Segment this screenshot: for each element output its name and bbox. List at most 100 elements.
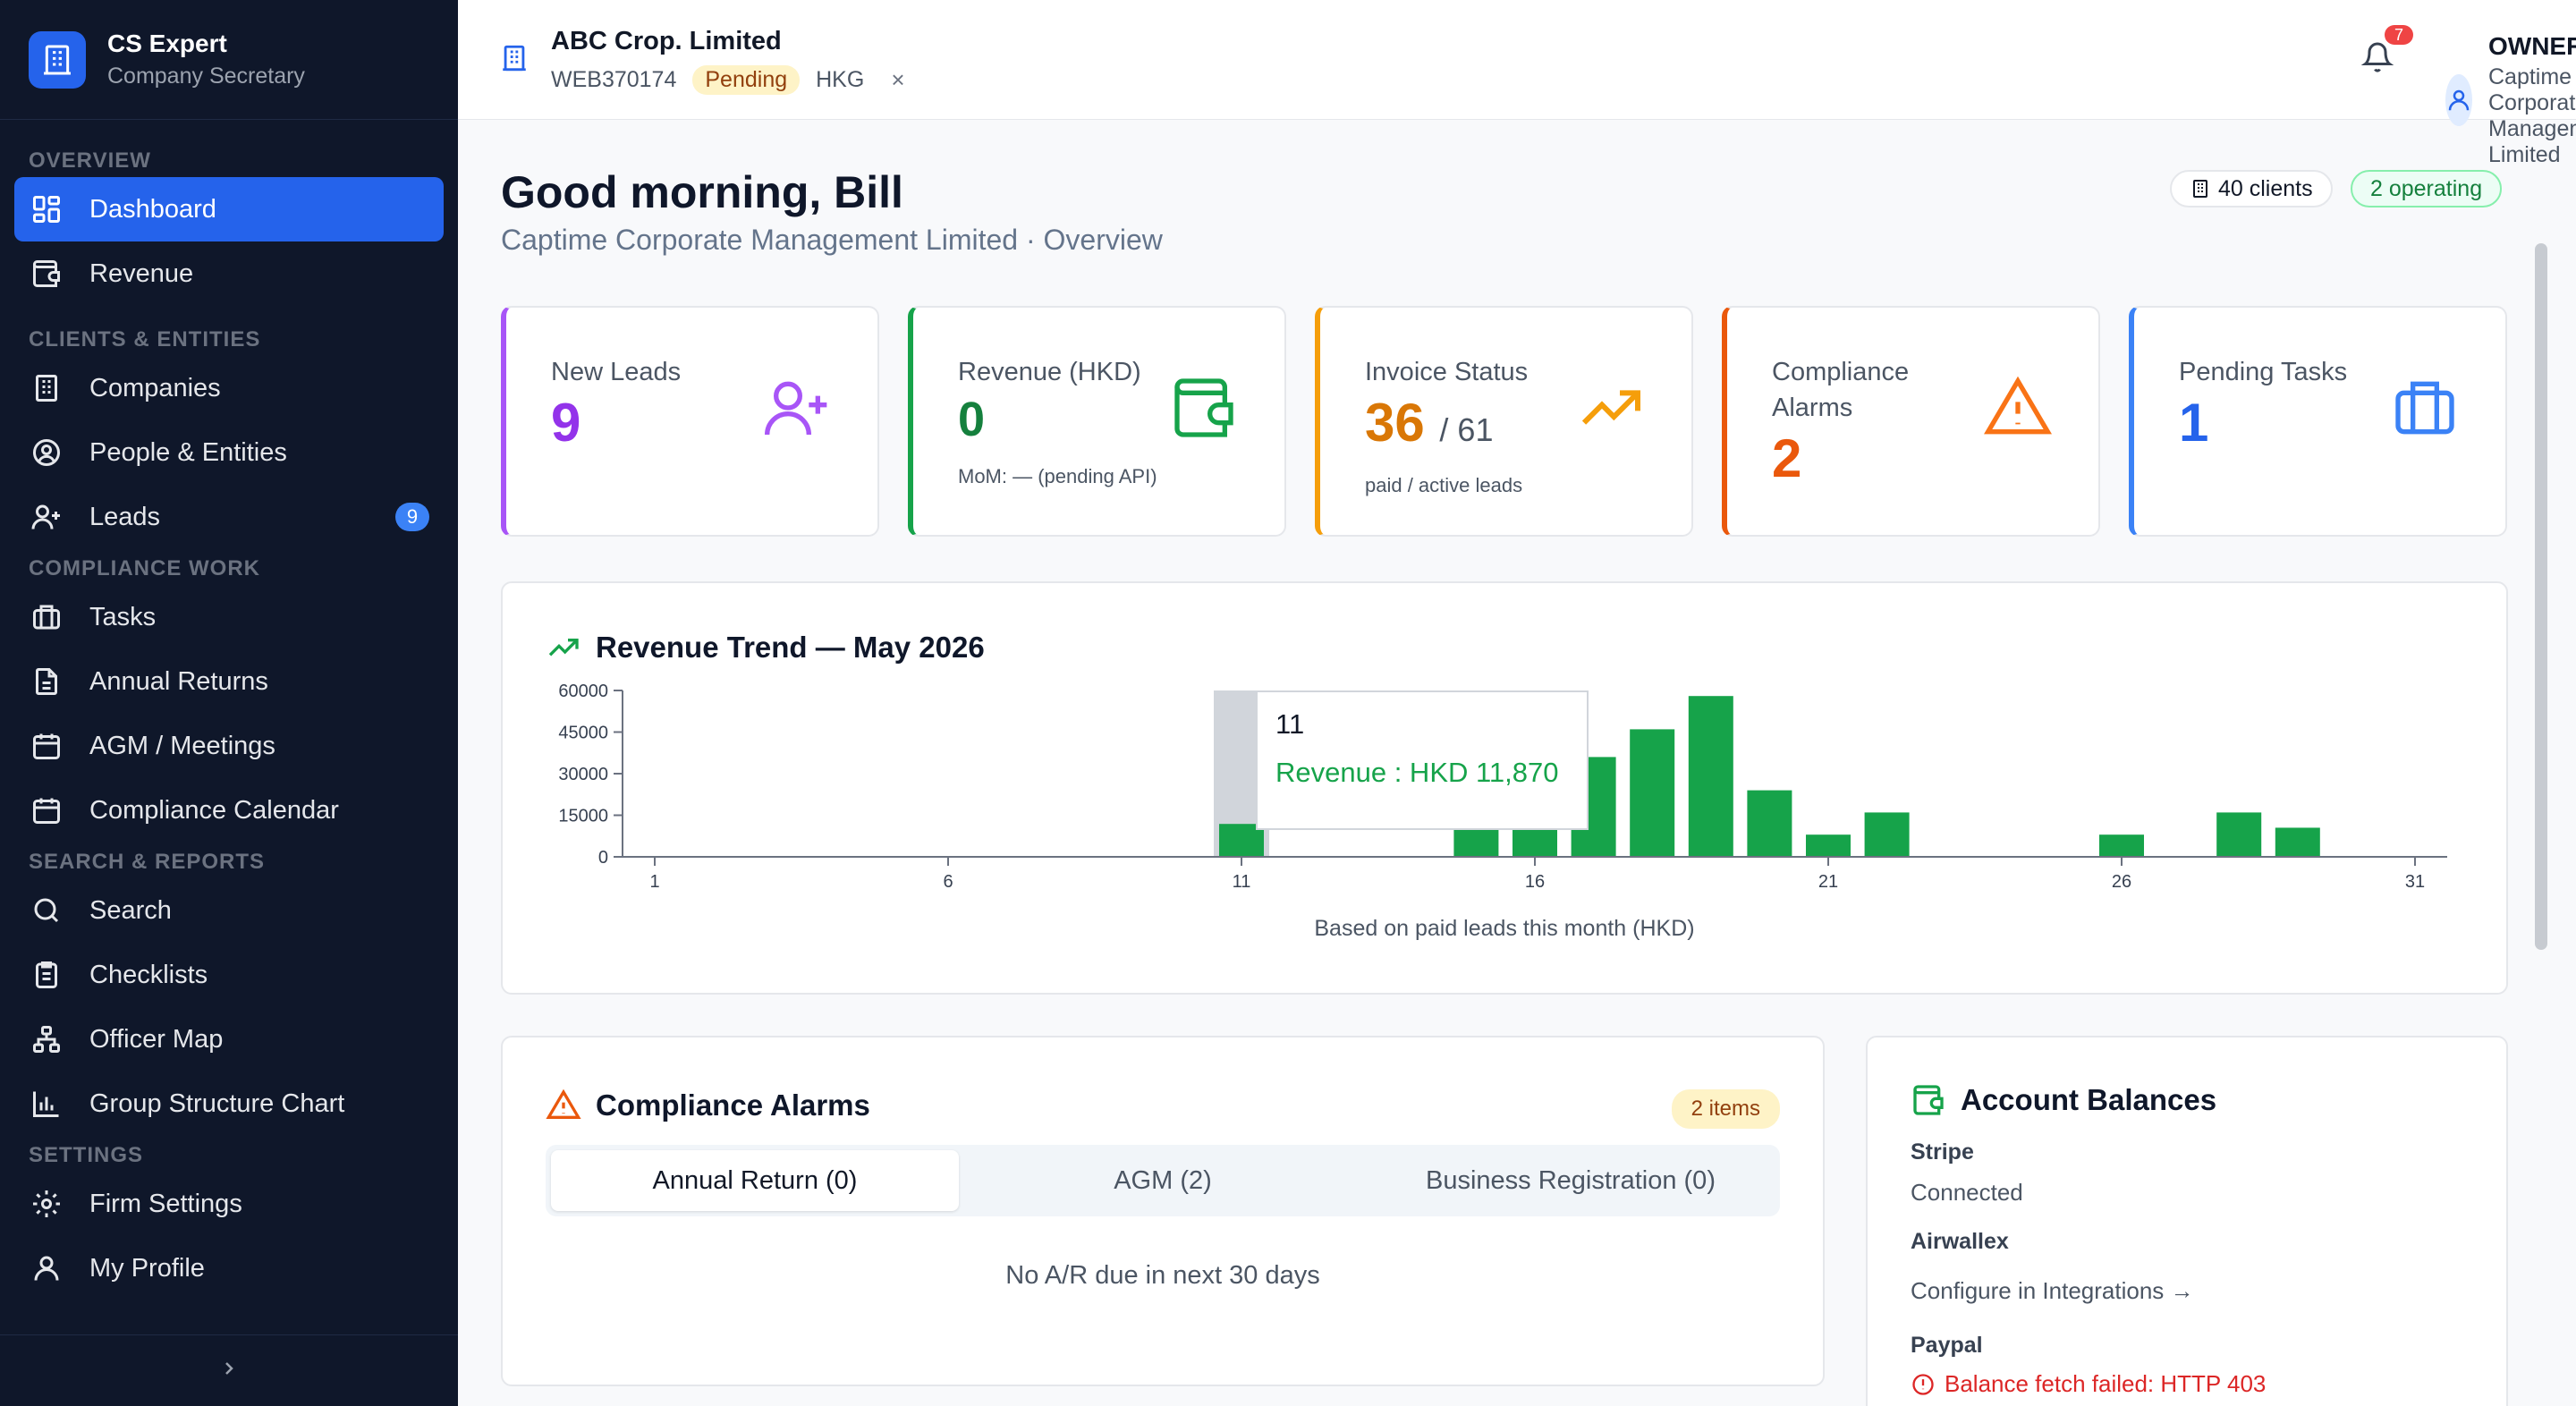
y-tick-label: 15000	[558, 807, 608, 826]
tab-business-registration[interactable]: Business Registration (0)	[1426, 1165, 1716, 1195]
x-tick-label: 11	[1233, 872, 1251, 892]
topbar: ABC Crop. Limited WEB370174 Pending HKG …	[458, 0, 2576, 167]
y-tick-label: 30000	[558, 765, 608, 784]
kpi-label: Compliance Alarms	[1772, 358, 1910, 422]
y-tick-label: 0	[598, 848, 608, 868]
kpi-value: 2	[1772, 428, 1802, 488]
sidebar-nav: OVERVIEW Dashboard Revenue CLIENTS & ENT…	[0, 120, 458, 1336]
trending-up-icon	[1575, 372, 1647, 444]
error-icon	[1911, 1372, 1936, 1397]
nav-section-compliance: COMPLIANCE WORK	[29, 556, 260, 580]
sidebar-item-group-structure[interactable]: Group Structure Chart	[14, 1071, 444, 1136]
building-icon	[499, 43, 535, 79]
nav-section-overview: OVERVIEW	[29, 148, 151, 173]
wallet-icon	[1168, 372, 1240, 444]
page-scrollbar[interactable]	[2535, 243, 2547, 950]
sidebar-item-my-profile[interactable]: My Profile	[14, 1236, 444, 1300]
sidebar-item-leads[interactable]: Leads 9	[14, 485, 444, 549]
kpi-new-leads[interactable]: New Leads 9	[501, 306, 879, 537]
sidebar-item-label: Dashboard	[89, 194, 216, 224]
sidebar-item-officer-map[interactable]: Officer Map	[14, 1007, 444, 1071]
brand[interactable]: CS Expert Company Secretary	[0, 0, 458, 120]
sidebar-item-label: Search	[89, 895, 172, 925]
sidebar-item-label: Checklists	[89, 960, 208, 989]
sidebar-item-label: Tasks	[89, 602, 157, 631]
sidebar-item-tasks[interactable]: Tasks	[14, 585, 444, 649]
notification-count-badge: 7	[2385, 25, 2413, 45]
tab-annual-return[interactable]: Annual Return (0)	[551, 1150, 959, 1211]
tab-agm[interactable]: AGM (2)	[1114, 1165, 1212, 1195]
chart-bar-day-29[interactable]	[2275, 827, 2320, 857]
dashboard-icon	[29, 191, 64, 227]
kpi-sub: MoM: — (pending API)	[958, 465, 1157, 487]
sidebar-item-companies[interactable]: Companies	[14, 356, 444, 420]
sidebar-item-label: Revenue	[89, 258, 194, 288]
alarms-count-badge: 2 items	[1671, 1089, 1780, 1129]
balance-name-stripe: Stripe	[1911, 1139, 1974, 1165]
card-title: Revenue Trend — May 2026	[546, 630, 985, 665]
x-tick-label: 21	[1818, 872, 1838, 892]
chart-bar-day-26[interactable]	[2099, 834, 2144, 857]
user-org: Captime Corporate Management Limited	[2488, 64, 2576, 167]
sidebar-item-firm-settings[interactable]: Firm Settings	[14, 1172, 444, 1236]
account-balances-card: Account Balances Stripe Connected Airwal…	[1866, 1036, 2508, 1406]
close-icon[interactable]: ×	[891, 66, 905, 93]
chart-bar-day-18[interactable]	[1630, 729, 1675, 857]
person-circle-icon	[29, 435, 64, 470]
nav-section-settings: SETTINGS	[29, 1143, 144, 1167]
app-name: CS Expert	[107, 30, 227, 57]
company-region: HKG	[816, 67, 865, 92]
chart-bar-day-19[interactable]	[1688, 696, 1733, 857]
chart-bar-day-22[interactable]	[1864, 812, 1910, 857]
user-menu[interactable]: OWNER Captime Corporate Management Limit…	[2445, 32, 2576, 168]
kpi-compliance-alarms[interactable]: Compliance Alarms 2	[1722, 306, 2100, 537]
sidebar-item-annual-returns[interactable]: Annual Returns	[14, 649, 444, 714]
y-tick-label: 60000	[558, 682, 608, 701]
notification-bell-icon[interactable]	[2360, 41, 2397, 77]
sidebar-item-label: People & Entities	[89, 437, 287, 467]
tooltip-value: Revenue : HKD 11,870	[1275, 757, 1559, 788]
trending-up-icon	[546, 630, 581, 665]
kpi-label: Revenue (HKD)	[958, 358, 1141, 386]
sidebar-collapse-button[interactable]	[0, 1334, 458, 1406]
user-plus-icon	[29, 499, 64, 535]
chart-bar-day-28[interactable]	[2216, 812, 2262, 857]
card-title: Compliance Alarms	[546, 1088, 870, 1123]
calendar-icon	[29, 728, 64, 764]
sidebar-item-agm[interactable]: AGM / Meetings	[14, 714, 444, 778]
invoice-total-count: / 61	[1439, 411, 1494, 448]
search-icon	[29, 893, 64, 928]
bar-chart-icon	[29, 1086, 64, 1122]
sidebar-item-search[interactable]: Search	[14, 878, 444, 943]
chart-bar-day-21[interactable]	[1806, 834, 1851, 857]
kpi-revenue[interactable]: Revenue (HKD) 0 MoM: — (pending API)	[908, 306, 1286, 537]
kpi-label: Pending Tasks	[2179, 358, 2348, 386]
leads-count-badge: 9	[395, 503, 429, 531]
sidebar-item-label: Group Structure Chart	[89, 1088, 345, 1118]
clipboard-icon	[29, 957, 64, 993]
balances-title: Account Balances	[1961, 1083, 2217, 1116]
briefcase-icon	[29, 599, 64, 635]
kpi-invoice-status[interactable]: Invoice Status 36 / 61 paid / active lea…	[1315, 306, 1693, 537]
alarms-tabs: Annual Return (0) AGM (2) Business Regis…	[546, 1145, 1780, 1216]
sidebar-item-checklists[interactable]: Checklists	[14, 943, 444, 1007]
sidebar-item-label: Firm Settings	[89, 1189, 242, 1218]
sidebar-item-revenue[interactable]: Revenue	[14, 241, 444, 306]
sidebar-item-label: Compliance Calendar	[89, 795, 339, 825]
wallet-icon	[29, 256, 64, 292]
app-subtitle: Company Secretary	[107, 64, 305, 89]
user-role: OWNER	[2488, 32, 2576, 60]
company-name: ABC Crop. Limited	[551, 27, 782, 55]
status-badge: Pending	[692, 65, 801, 95]
sidebar-item-compliance-calendar[interactable]: Compliance Calendar	[14, 778, 444, 843]
balance-value-stripe: Connected	[1911, 1179, 2023, 1206]
sidebar-item-people[interactable]: People & Entities	[14, 420, 444, 485]
active-company[interactable]: ABC Crop. Limited WEB370174 Pending HKG …	[499, 27, 905, 95]
balance-error-text: Balance fetch failed: HTTP 403	[1945, 1370, 2267, 1397]
invoice-paid-count: 36	[1365, 393, 1425, 453]
sidebar-item-dashboard[interactable]: Dashboard	[14, 177, 444, 241]
airwallex-configure-link[interactable]: Configure in Integrations →	[1911, 1277, 2194, 1304]
kpi-pending-tasks[interactable]: Pending Tasks 1	[2129, 306, 2507, 537]
chart-bar-day-20[interactable]	[1747, 790, 1792, 857]
